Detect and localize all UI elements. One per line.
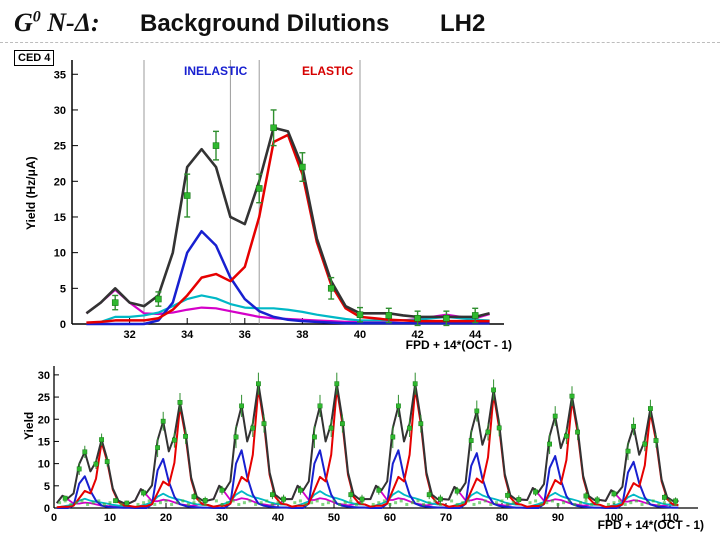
svg-text:34: 34 bbox=[181, 329, 194, 341]
top-chart: CED 4 Yield (Hz/μA) INELASTIC ELASTIC 0 5… bbox=[14, 50, 514, 350]
bottom-chart: Yield 0510152025300102030405060708090100… bbox=[14, 360, 706, 530]
svg-text:60: 60 bbox=[384, 512, 396, 524]
svg-text:15: 15 bbox=[38, 436, 50, 448]
title-right: LH2 bbox=[440, 10, 485, 38]
title-divider bbox=[0, 42, 720, 43]
svg-text:10: 10 bbox=[54, 248, 66, 260]
svg-text:5: 5 bbox=[60, 283, 66, 295]
title-super: 0 bbox=[33, 8, 41, 25]
svg-text:25: 25 bbox=[54, 141, 66, 153]
svg-text:30: 30 bbox=[216, 512, 228, 524]
svg-text:10: 10 bbox=[38, 459, 50, 471]
svg-text:5: 5 bbox=[44, 481, 50, 493]
svg-text:20: 20 bbox=[38, 414, 50, 426]
title-row: G0 N-Δ: Background Dilutions LH2 bbox=[0, 8, 720, 42]
svg-text:30: 30 bbox=[54, 105, 66, 117]
svg-text:40: 40 bbox=[272, 512, 284, 524]
svg-text:36: 36 bbox=[239, 329, 251, 341]
svg-text:35: 35 bbox=[54, 69, 66, 81]
svg-text:50: 50 bbox=[328, 512, 340, 524]
svg-text:30: 30 bbox=[38, 370, 50, 382]
svg-text:20: 20 bbox=[160, 512, 172, 524]
svg-text:32: 32 bbox=[123, 329, 135, 341]
elastic-label: ELASTIC bbox=[302, 64, 353, 78]
bottom-ylabel: Yield bbox=[22, 412, 36, 440]
top-chart-svg: 0510152025303532343638404244 bbox=[14, 50, 514, 350]
svg-text:80: 80 bbox=[496, 512, 508, 524]
svg-text:15: 15 bbox=[54, 212, 66, 224]
top-xlabel: FPD + 14*(OCT - 1) bbox=[406, 338, 512, 352]
svg-text:38: 38 bbox=[296, 329, 308, 341]
title-G: G bbox=[14, 8, 33, 37]
bottom-chart-svg: 0510152025300102030405060708090100110 bbox=[14, 360, 706, 530]
svg-text:0: 0 bbox=[44, 503, 50, 515]
svg-text:70: 70 bbox=[440, 512, 452, 524]
title-rest: N-Δ: bbox=[41, 8, 100, 37]
svg-text:0: 0 bbox=[60, 319, 66, 331]
svg-text:10: 10 bbox=[104, 512, 116, 524]
svg-text:20: 20 bbox=[54, 176, 66, 188]
title-main: Background Dilutions bbox=[140, 10, 389, 38]
svg-text:25: 25 bbox=[38, 392, 50, 404]
svg-text:40: 40 bbox=[354, 329, 366, 341]
title-prefix: G0 N-Δ: bbox=[14, 8, 100, 38]
svg-text:0: 0 bbox=[51, 512, 57, 524]
top-ylabel: Yield (Hz/μA) bbox=[24, 156, 38, 230]
ced-label: CED 4 bbox=[14, 50, 54, 66]
svg-text:90: 90 bbox=[552, 512, 564, 524]
bottom-xlabel: FPD + 14*(OCT - 1) bbox=[598, 518, 704, 532]
inelastic-label: INELASTIC bbox=[184, 64, 247, 78]
